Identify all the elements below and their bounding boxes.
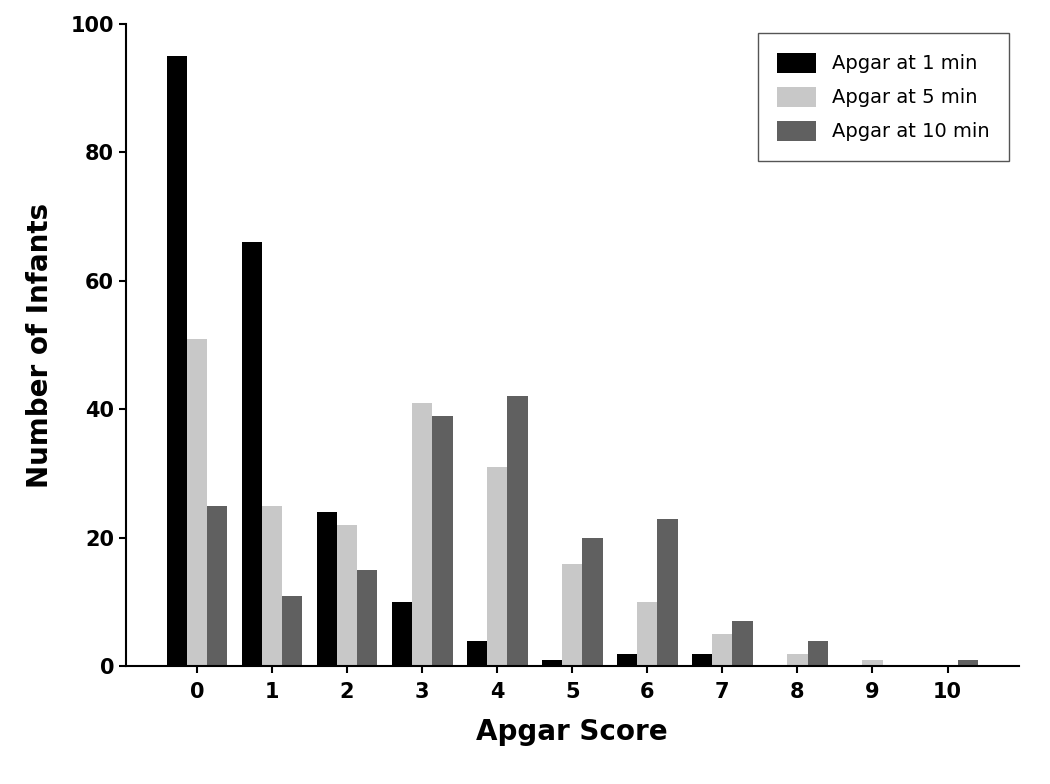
Bar — [412, 403, 433, 666]
Bar — [487, 467, 507, 666]
Bar — [242, 242, 261, 666]
Bar — [261, 506, 282, 666]
Bar — [733, 622, 753, 666]
Bar — [562, 564, 583, 666]
Bar — [788, 654, 807, 666]
Bar — [637, 602, 657, 666]
Bar — [187, 339, 207, 666]
Bar — [317, 512, 337, 666]
Y-axis label: Number of Infants: Number of Infants — [26, 202, 54, 488]
Bar — [712, 634, 733, 666]
Bar — [542, 660, 562, 666]
Bar — [392, 602, 412, 666]
Bar — [433, 416, 453, 666]
Bar — [958, 660, 978, 666]
Bar — [657, 518, 677, 666]
Bar — [507, 397, 527, 666]
X-axis label: Apgar Score: Apgar Score — [477, 718, 668, 746]
Bar — [467, 641, 487, 666]
Bar — [617, 654, 637, 666]
Bar — [862, 660, 883, 666]
Bar — [583, 538, 603, 666]
Legend: Apgar at 1 min, Apgar at 5 min, Apgar at 10 min: Apgar at 1 min, Apgar at 5 min, Apgar at… — [758, 33, 1009, 161]
Bar — [337, 525, 357, 666]
Bar — [357, 570, 378, 666]
Bar — [692, 654, 712, 666]
Bar — [207, 506, 228, 666]
Bar — [807, 641, 827, 666]
Bar — [167, 56, 187, 666]
Bar — [282, 596, 302, 666]
